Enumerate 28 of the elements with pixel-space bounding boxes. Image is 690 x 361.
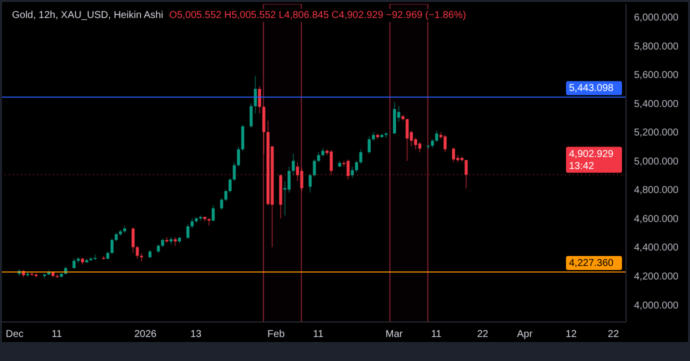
x-tick-label: 12 (566, 329, 578, 340)
y-tick-label: 5,800.000 (634, 41, 679, 52)
y-tick-label: 5,200.000 (634, 128, 679, 139)
x-tick-label: 22 (477, 329, 489, 340)
x-tick-label: 11 (313, 329, 324, 340)
y-tick-label: 5,000.000 (634, 156, 679, 168)
x-tick-label: 11 (431, 329, 442, 340)
y-tick-label: 4,800.000 (634, 185, 679, 196)
x-tick-label: 22 (608, 329, 620, 340)
y-tick-label: 4,200.000 (634, 272, 679, 283)
text: O5,005.552 H5,005.552 L4,806.845 C4,902.929 −92.969 (−1.86%) (169, 10, 466, 21)
y-tick-label: 4,400.000 (634, 242, 679, 254)
y-tick-label: 4,600.000 (634, 214, 679, 225)
ref-line-label: 4,227.360 (569, 258, 614, 270)
text: Gold, 12h, XAU_USD, Heikin Ashi (12, 10, 164, 21)
x-tick-label: Dec (6, 329, 24, 340)
y-tick-label: 4,000.000 (634, 300, 679, 312)
ref-line-label: 5,443.098 (569, 83, 614, 94)
ref-line-label: 4,902.929 13:42 (569, 148, 614, 172)
x-tick-label: Mar (385, 329, 404, 340)
y-tick-label: 6,000.000 (634, 12, 679, 24)
y-tick-label: 5,600.000 (634, 70, 679, 82)
x-tick-label: 2026 (134, 329, 157, 340)
x-tick-label: 13 (190, 329, 202, 340)
y-tick-label: 5,400.000 (634, 98, 679, 110)
x-tick-label: Apr (517, 329, 534, 340)
x-tick-label: 11 (52, 329, 62, 340)
x-tick-label: Feb (267, 329, 286, 340)
